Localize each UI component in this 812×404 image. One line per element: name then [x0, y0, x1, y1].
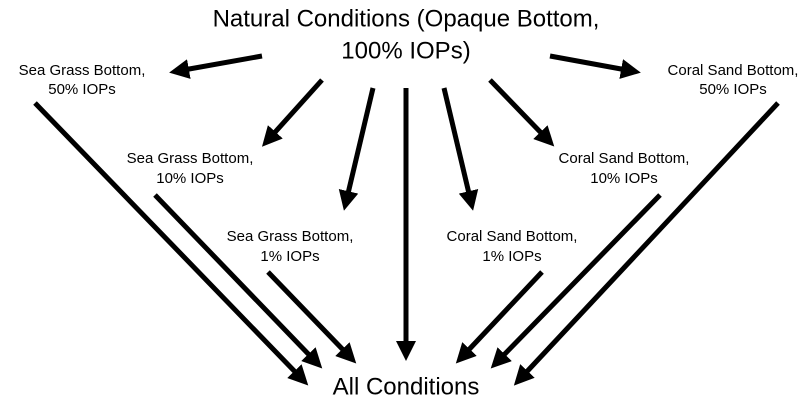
node-label: 10% IOPs [156, 170, 224, 187]
node-label: 10% IOPs [590, 170, 658, 187]
node-label: 1% IOPs [260, 248, 319, 265]
node-label: 50% IOPs [699, 81, 767, 98]
arrow [33, 101, 309, 386]
node-label: 1% IOPs [482, 248, 541, 265]
arrow [169, 53, 263, 79]
node-label: All Conditions [333, 373, 480, 400]
arrow [441, 87, 479, 211]
arrow [153, 193, 323, 369]
arrow [549, 53, 641, 79]
node-label: Natural Conditions (Opaque Bottom, [213, 5, 600, 32]
node-label: Coral Sand Bottom, [447, 228, 578, 245]
arrow [488, 78, 555, 147]
node-label: Coral Sand Bottom, [559, 150, 690, 167]
node-label: 100% IOPs) [341, 37, 470, 64]
node-label: Sea Grass Bottom, [227, 228, 354, 245]
arrows [33, 53, 780, 386]
node-label: Sea Grass Bottom, [127, 150, 254, 167]
node-label: Coral Sand Bottom, [668, 62, 799, 79]
arrow [455, 270, 544, 364]
node-label: 50% IOPs [48, 81, 116, 98]
node-label: Sea Grass Bottom, [19, 62, 146, 79]
arrow [261, 78, 324, 147]
arrow [266, 270, 357, 364]
arrow [490, 193, 662, 369]
arrow [338, 87, 376, 211]
arrow [513, 101, 780, 386]
labels: Natural Conditions (Opaque Bottom, 100% … [19, 5, 799, 400]
